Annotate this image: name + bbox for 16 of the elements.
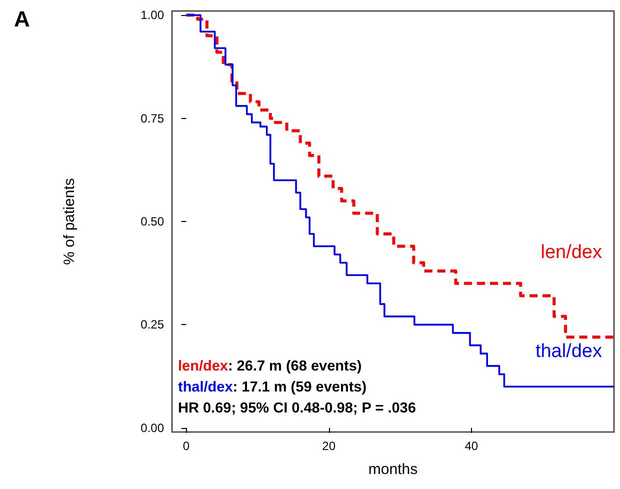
y-tick-label: 0.00 [140, 420, 164, 435]
y-tick-label: 0.50 [140, 214, 164, 228]
x-tick-label: 0 [182, 439, 190, 453]
annotation: thal/dex: 17.1 m (59 events) [178, 380, 367, 396]
y-tick-label: 1.00 [140, 8, 164, 22]
annotation: len/dex: 26.7 m (68 events) [178, 358, 362, 374]
x-tick-label: 20 [322, 439, 336, 453]
series-label: len/dex [540, 242, 602, 263]
x-axis-title: months [368, 461, 418, 478]
y-tick-label: 0.75 [140, 111, 164, 126]
series-label: thal/dex [535, 340, 602, 362]
text: A [14, 6, 30, 32]
x-tick-label: 40 [464, 439, 478, 453]
y-tick-label: 0.25 [140, 318, 164, 332]
y-axis-title: % of patients [61, 178, 78, 265]
annotation: HR 0.69; 95% CI 0.48-0.98; P = .036 [178, 400, 416, 416]
